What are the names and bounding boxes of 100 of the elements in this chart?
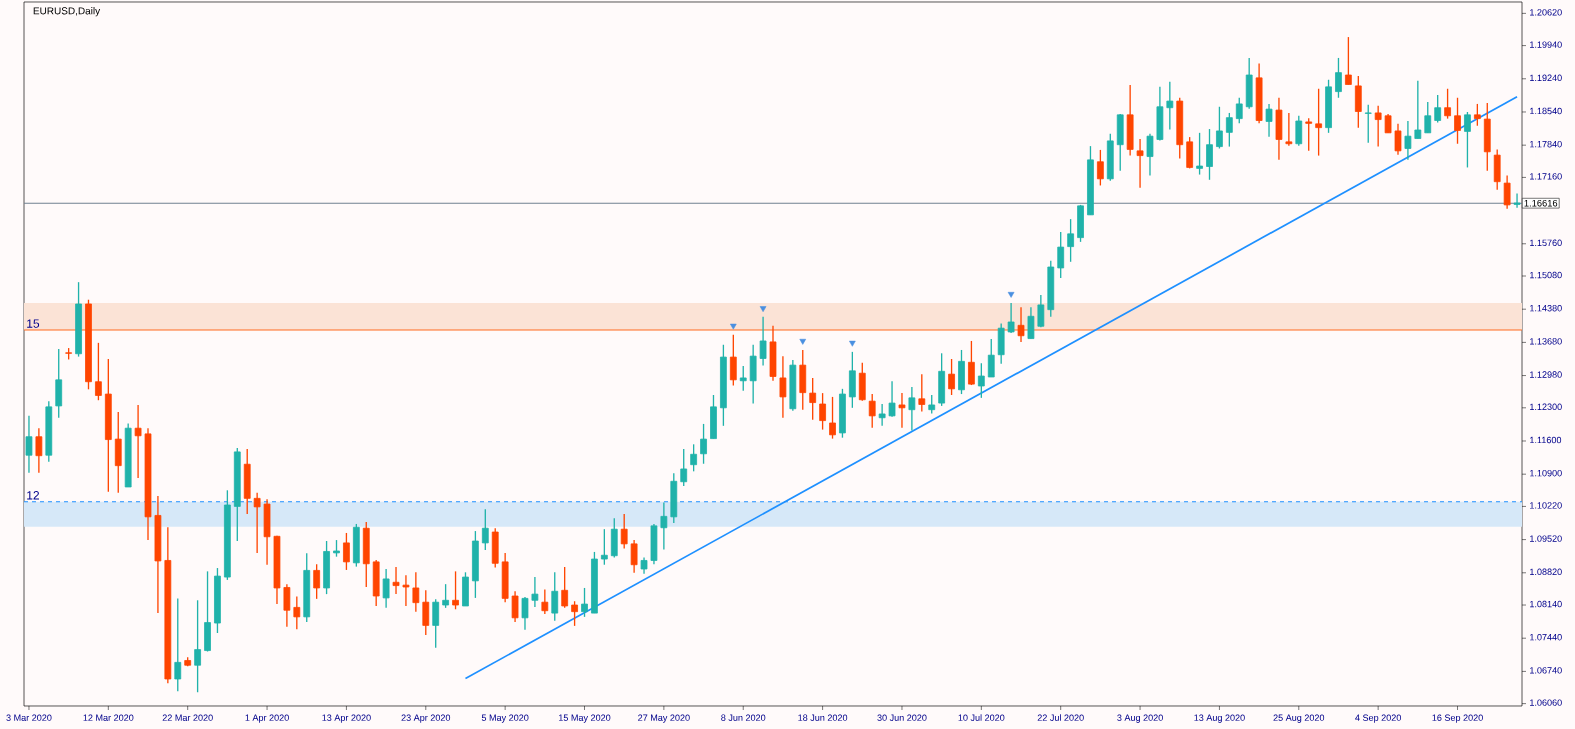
y-tick-label: 1.19240 xyxy=(1530,74,1562,82)
y-tick-label: 1.17840 xyxy=(1530,140,1562,148)
x-tick-label: 5 May 2020 xyxy=(481,714,529,723)
candlestick xyxy=(968,340,975,386)
y-tick-label: 1.15080 xyxy=(1530,271,1562,279)
candlestick xyxy=(1097,149,1104,187)
candlestick xyxy=(779,355,787,419)
y-tick-label: 1.07440 xyxy=(1530,634,1562,641)
x-tick-label: 27 May 2020 xyxy=(638,714,690,723)
candlestick xyxy=(521,596,529,631)
candlestick xyxy=(620,513,628,550)
candlestick xyxy=(1444,88,1451,120)
candlestick xyxy=(571,600,578,627)
candlestick xyxy=(1374,105,1382,148)
candlestick xyxy=(1503,174,1511,210)
candlestick xyxy=(1364,104,1372,144)
candlestick xyxy=(878,403,886,427)
candlestick xyxy=(1067,218,1074,263)
x-tick-label: 25 Aug 2020 xyxy=(1273,714,1325,723)
candlestick xyxy=(1136,138,1144,189)
x-tick-label: 15 May 2020 xyxy=(558,714,611,723)
candlestick xyxy=(382,568,390,609)
x-tick-label: 8 Jun 2020 xyxy=(721,714,766,721)
y-tick-label: 1.17160 xyxy=(1530,173,1562,180)
candlestick xyxy=(1017,306,1025,343)
candlestick xyxy=(313,563,321,600)
candlestick xyxy=(1235,97,1243,125)
y-tick-label: 1.12980 xyxy=(1530,371,1562,378)
annotation: 15 xyxy=(27,319,40,328)
y-tick-label: 1.20620 xyxy=(1530,9,1562,16)
y-tick-label: 1.08820 xyxy=(1530,568,1562,575)
candlestick xyxy=(442,583,449,609)
chart-title: EURUSD,Daily xyxy=(33,7,101,17)
candlestick xyxy=(392,566,400,595)
candlestick xyxy=(600,528,608,566)
candlestick xyxy=(1007,302,1015,334)
candlestick xyxy=(1464,111,1471,169)
candlestick xyxy=(1424,101,1432,134)
candlestick xyxy=(759,316,767,367)
candlestick xyxy=(1454,97,1461,145)
candlestick xyxy=(1434,94,1442,124)
candlestick xyxy=(551,571,559,622)
point xyxy=(730,323,737,330)
x-tick-label: 22 Mar 2020 xyxy=(162,714,213,721)
candlestick xyxy=(1394,123,1402,156)
y-tick-label: 1.06740 xyxy=(1530,667,1562,674)
x-tick-label: 18 Jun 2020 xyxy=(798,714,848,721)
candlestick xyxy=(1473,103,1481,127)
x-tick-label: 30 Jun 2020 xyxy=(877,714,927,721)
candlestick xyxy=(1057,231,1065,279)
candlestick xyxy=(1295,115,1303,147)
x-tick-label: 13 Aug 2020 xyxy=(1194,714,1245,723)
candlestick xyxy=(541,588,549,615)
candlestick xyxy=(918,373,926,413)
candlestick xyxy=(1513,192,1521,209)
candlestick xyxy=(511,590,519,623)
candlestick xyxy=(809,377,817,421)
candlestick xyxy=(928,394,936,415)
candlestick xyxy=(700,423,707,465)
candlestick xyxy=(194,599,201,693)
candlestick xyxy=(35,427,43,474)
candlestick xyxy=(134,404,142,479)
candlestick xyxy=(1404,120,1412,161)
ref-line-label: 1.16616 xyxy=(1524,199,1558,207)
candlestick xyxy=(1335,57,1342,99)
candlestick xyxy=(1216,106,1223,150)
candlestick xyxy=(948,358,955,396)
candlestick xyxy=(283,583,291,628)
candlestick xyxy=(422,589,430,636)
y-tick-label: 1.10900 xyxy=(1530,469,1562,477)
candlestick xyxy=(1265,103,1273,138)
point xyxy=(799,338,807,345)
candlestick xyxy=(868,393,876,429)
y-tick-label: 1.11600 xyxy=(1530,436,1562,444)
candlestick xyxy=(1305,117,1313,152)
candlestick xyxy=(977,362,985,399)
candlestick xyxy=(95,342,102,401)
candlestick xyxy=(888,380,896,418)
point xyxy=(1007,292,1015,298)
candlestick xyxy=(25,415,33,474)
y-tick-label: 1.09520 xyxy=(1530,535,1562,542)
candlestick xyxy=(829,396,836,440)
y-tick-label: 1.12300 xyxy=(1530,403,1562,411)
candlestick xyxy=(729,334,737,387)
candlestick xyxy=(561,566,569,609)
candlestick xyxy=(690,443,698,472)
y-tick-label: 1.18540 xyxy=(1530,107,1562,115)
candlestick xyxy=(630,539,638,574)
candlestick xyxy=(908,386,916,432)
x-tick-label: 13 Apr 2020 xyxy=(322,714,371,723)
candlestick xyxy=(452,570,459,610)
candlestick xyxy=(1037,294,1045,328)
candlestick xyxy=(1315,88,1323,157)
candlestick xyxy=(1166,80,1174,131)
candlestick xyxy=(898,392,906,429)
candlestick xyxy=(253,492,261,554)
y-tick-label: 1.19940 xyxy=(1530,41,1562,48)
candlestick xyxy=(174,597,182,692)
candlestick xyxy=(1384,113,1392,134)
candlestick xyxy=(402,574,410,607)
